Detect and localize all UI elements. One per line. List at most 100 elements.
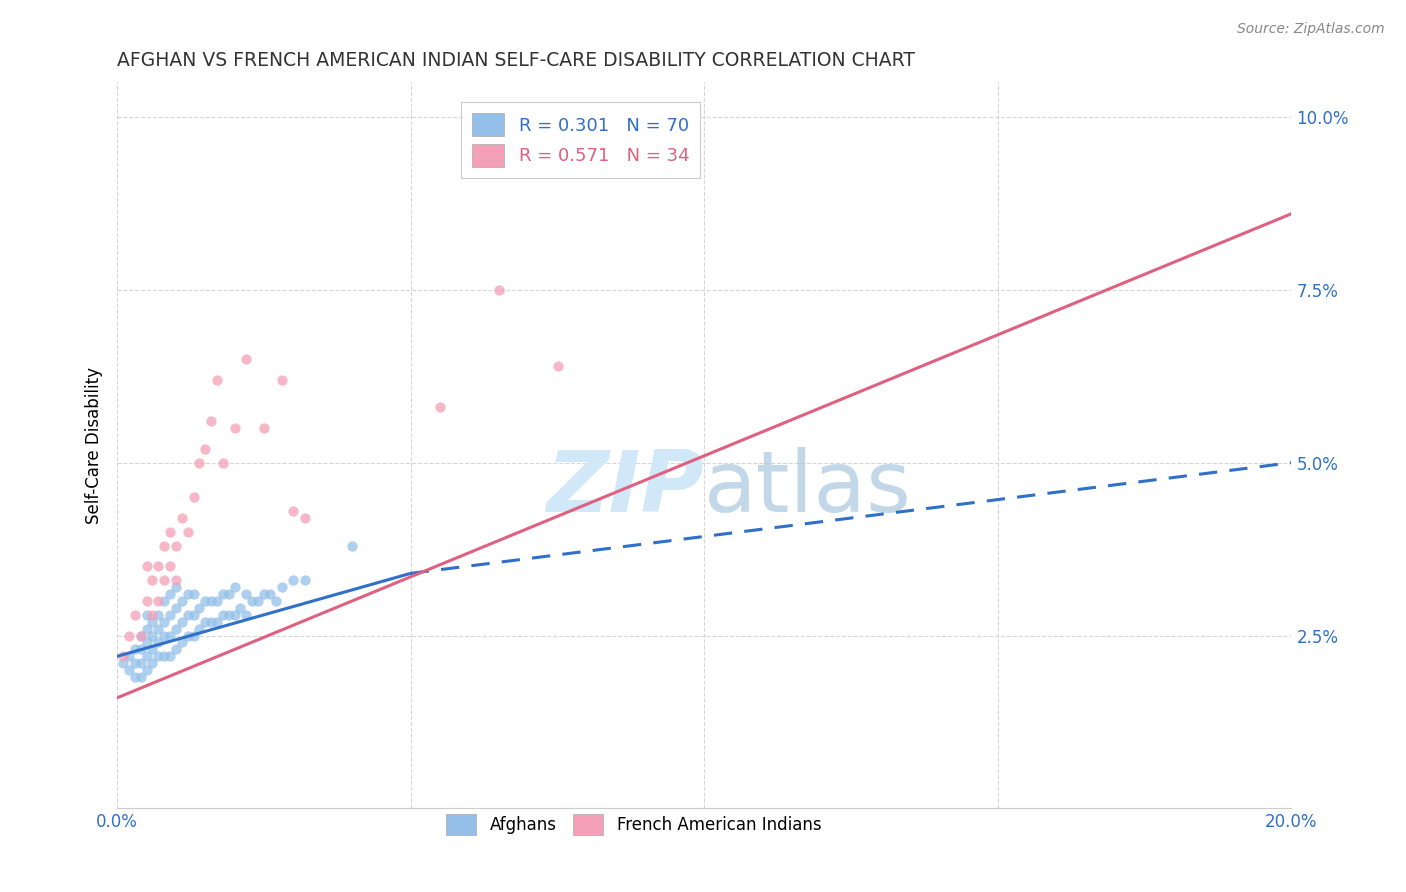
Point: [205, 594, 228, 608]
Legend: Afghans, French American Indians: Afghans, French American Indians: [439, 805, 830, 844]
Point: [176, 587, 198, 601]
Point: [124, 657, 146, 671]
Point: [159, 587, 181, 601]
Point: [135, 594, 157, 608]
Point: [240, 594, 263, 608]
Point: [247, 594, 270, 608]
Point: [159, 559, 181, 574]
Point: [212, 456, 235, 470]
Point: [135, 663, 157, 677]
Point: [194, 615, 217, 629]
Point: [429, 401, 451, 415]
Point: [112, 657, 135, 671]
Point: [183, 490, 205, 504]
Point: [141, 573, 163, 587]
Point: [183, 629, 205, 643]
Point: [129, 657, 152, 671]
Point: [148, 594, 170, 608]
Point: [153, 615, 176, 629]
Point: [224, 421, 246, 435]
Point: [200, 615, 222, 629]
Point: [235, 587, 257, 601]
Point: [153, 573, 176, 587]
Point: [205, 373, 228, 387]
Point: [165, 580, 187, 594]
Point: [224, 580, 246, 594]
Point: [294, 511, 316, 525]
Point: [118, 649, 141, 664]
Point: [170, 511, 193, 525]
Point: [488, 283, 510, 297]
Point: [141, 642, 163, 657]
Point: [283, 573, 305, 587]
Point: [129, 629, 152, 643]
Point: [229, 601, 252, 615]
Point: [176, 607, 198, 622]
Point: [165, 622, 187, 636]
Point: [218, 607, 240, 622]
Y-axis label: Self-Care Disability: Self-Care Disability: [86, 367, 103, 524]
Point: [153, 629, 176, 643]
Point: [270, 580, 292, 594]
Point: [124, 670, 146, 684]
Point: [153, 594, 176, 608]
Point: [176, 629, 198, 643]
Point: [135, 649, 157, 664]
Point: [148, 635, 170, 649]
Point: [605, 145, 627, 159]
Point: [159, 607, 181, 622]
Point: [264, 594, 287, 608]
Point: [159, 629, 181, 643]
Point: [141, 657, 163, 671]
Point: [153, 539, 176, 553]
Point: [129, 642, 152, 657]
Point: [135, 622, 157, 636]
Point: [218, 587, 240, 601]
Point: [294, 573, 316, 587]
Point: [183, 587, 205, 601]
Point: [148, 559, 170, 574]
Point: [153, 649, 176, 664]
Point: [194, 594, 217, 608]
Point: [205, 615, 228, 629]
Point: [148, 649, 170, 664]
Point: [270, 373, 292, 387]
Point: [141, 615, 163, 629]
Point: [259, 587, 281, 601]
Point: [141, 607, 163, 622]
Point: [118, 663, 141, 677]
Point: [135, 559, 157, 574]
Point: [253, 587, 276, 601]
Point: [124, 642, 146, 657]
Point: [283, 504, 305, 518]
Point: [165, 539, 187, 553]
Point: [200, 594, 222, 608]
Point: [165, 573, 187, 587]
Point: [212, 607, 235, 622]
Point: [183, 607, 205, 622]
Point: [170, 615, 193, 629]
Point: [141, 629, 163, 643]
Point: [129, 629, 152, 643]
Point: [212, 587, 235, 601]
Point: [200, 414, 222, 428]
Point: [188, 601, 211, 615]
Point: [547, 359, 569, 373]
Point: [148, 607, 170, 622]
Point: [235, 351, 257, 366]
Point: [165, 601, 187, 615]
Text: Source: ZipAtlas.com: Source: ZipAtlas.com: [1237, 22, 1385, 37]
Point: [129, 670, 152, 684]
Point: [118, 629, 141, 643]
Point: [170, 635, 193, 649]
Point: [188, 456, 211, 470]
Point: [159, 524, 181, 539]
Point: [194, 442, 217, 456]
Point: [170, 594, 193, 608]
Point: [135, 607, 157, 622]
Point: [159, 649, 181, 664]
Text: atlas: atlas: [704, 448, 912, 531]
Point: [235, 607, 257, 622]
Point: [340, 539, 363, 553]
Text: ZIP: ZIP: [547, 448, 704, 531]
